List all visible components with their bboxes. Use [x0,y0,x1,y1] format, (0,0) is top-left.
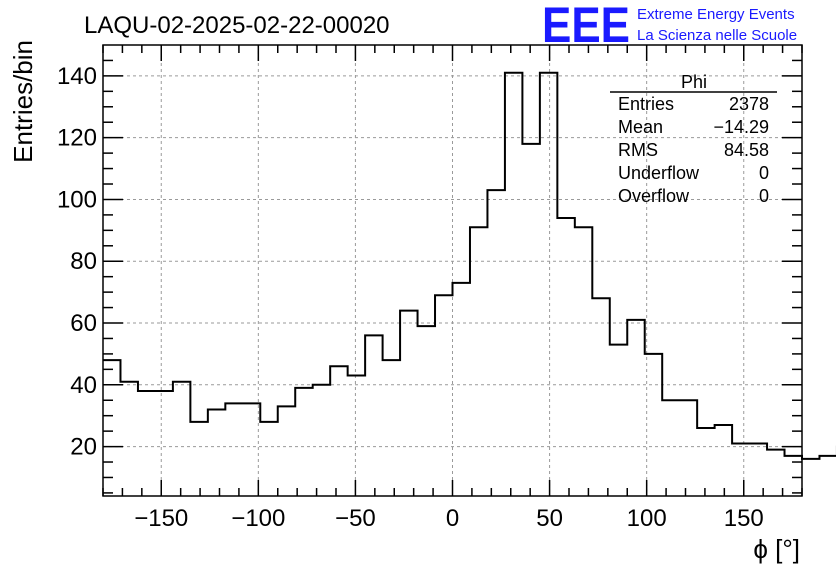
y-tick-label: 60 [70,310,97,337]
stats-row-value: −14.29 [713,117,769,137]
stats-row-label: RMS [618,140,658,160]
x-tick-label: 0 [446,505,459,532]
axis-ticks [102,45,803,496]
grid-lines [103,45,802,496]
x-tick-label: −50 [335,505,376,532]
stats-row-value: 2378 [729,94,769,114]
y-tick-label: 140 [57,63,97,90]
x-tick-label: −100 [231,505,285,532]
eee-logo: EEE [542,0,630,53]
x-tick-labels: −150 −100 −50 0 50 100 150 [134,505,764,532]
y-tick-labels: 20 40 60 80 100 120 140 [57,63,97,461]
x-tick-label: 50 [536,505,563,532]
stats-row-label: Underflow [618,163,700,183]
y-tick-label: 20 [70,434,97,461]
stats-title: Phi [681,72,707,92]
run-title: LAQU-02-2025-02-22-00020 [84,12,390,39]
stats-row-value: 0 [759,186,769,206]
stats-box: Phi Entries 2378 Mean −14.29 RMS 84.58 Underfl… [610,72,777,206]
x-tick-label: 100 [627,505,667,532]
stats-row-value: 0 [759,163,769,183]
logo-line-2: La Scienza nelle Scuole [637,27,797,44]
stats-row-label: Entries [618,94,674,114]
y-axis-label: Entries/bin [8,40,38,163]
stats-row-label: Mean [618,117,663,137]
x-axis-label: ϕ [°] [753,534,800,564]
y-tick-label: 80 [70,248,97,275]
x-tick-label: −150 [134,505,188,532]
stats-row-label: Overflow [618,186,690,206]
histogram-line [103,71,836,460]
y-tick-label: 40 [70,372,97,399]
x-tick-label: 150 [724,505,764,532]
stats-row-value: 84.58 [724,140,769,160]
logo-line-1: Extreme Energy Events [637,6,795,23]
y-tick-label: 100 [57,186,97,213]
y-tick-label: 120 [57,125,97,152]
